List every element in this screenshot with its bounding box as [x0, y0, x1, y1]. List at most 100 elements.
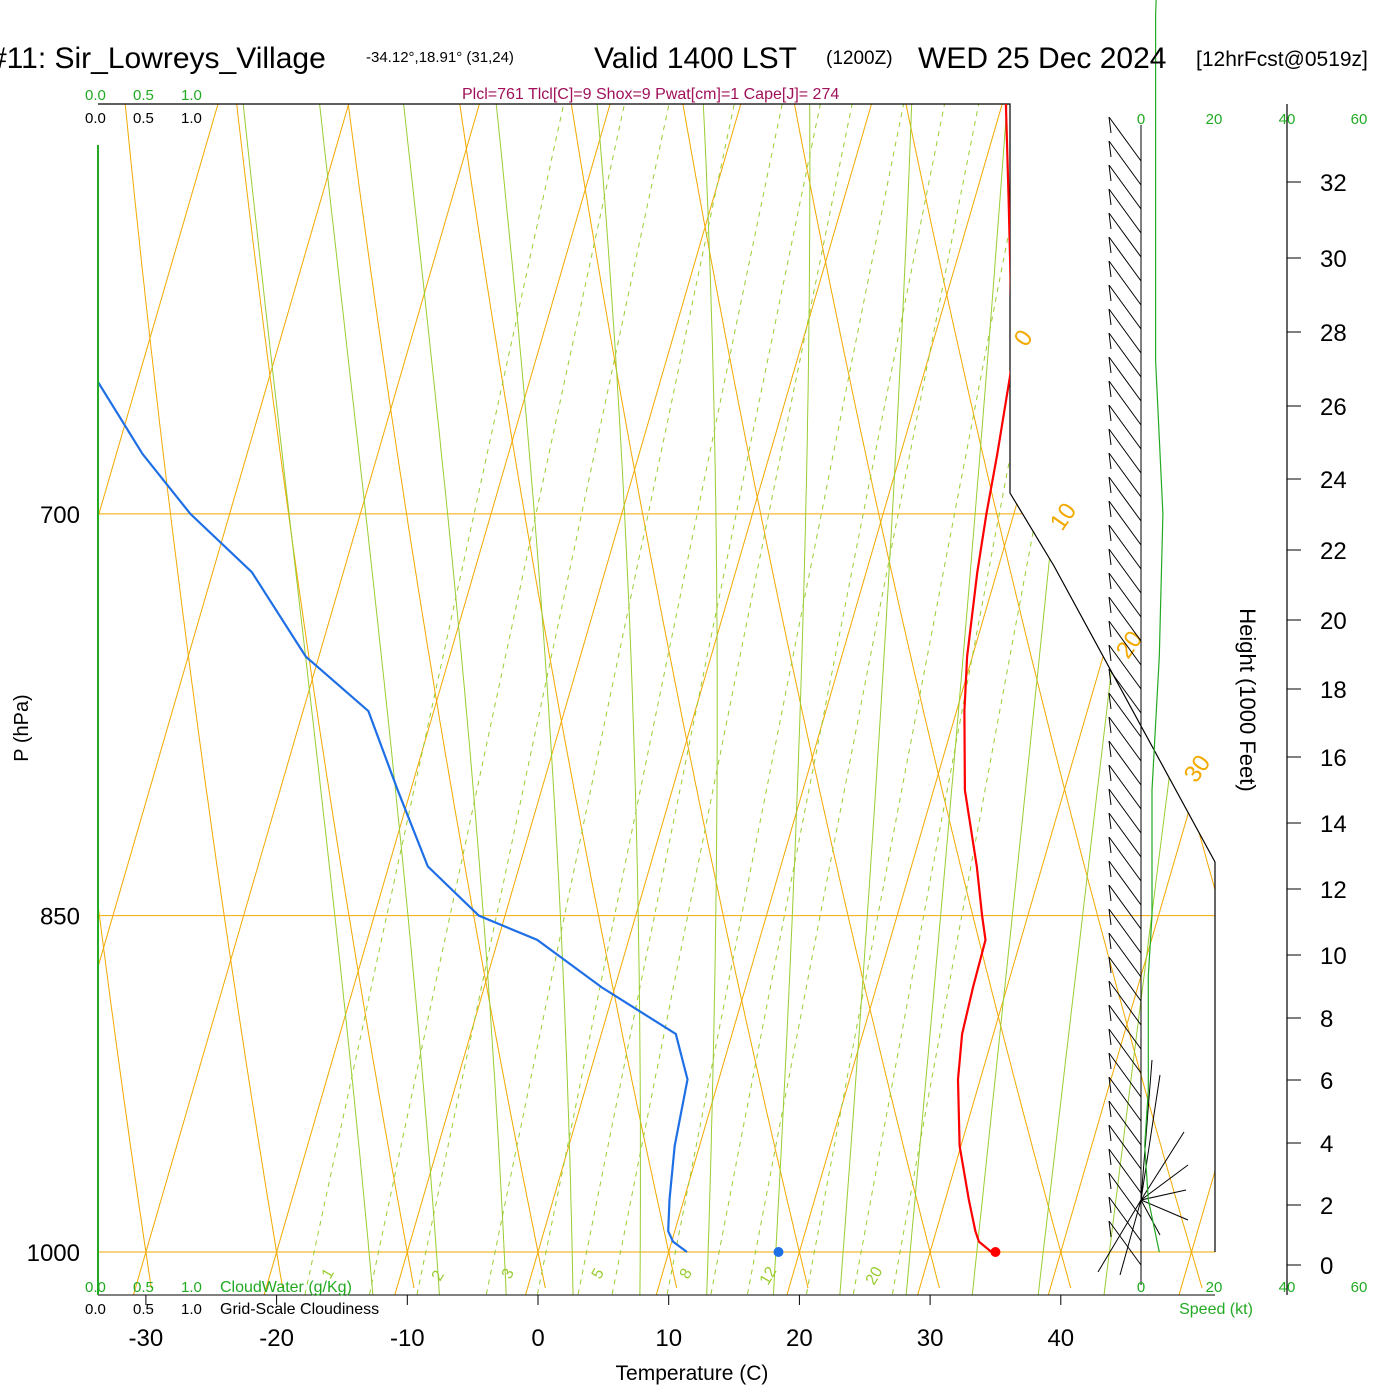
- x-tick-label-30: 30: [917, 1325, 944, 1352]
- speed-top-20: 20: [1206, 111, 1223, 128]
- sounding-params: Plcl=761 Tlcl[C]=9 Shox=9 Pwat[cm]=1 Cap…: [462, 86, 839, 103]
- temperature-line: [812, 104, 1014, 1253]
- wind-barb: [1108, 764, 1142, 810]
- cloudwater-bottom-0: 0.0: [85, 1279, 106, 1296]
- isotherm-10: [655, 104, 1003, 1295]
- height-tick-label-0: 0: [1320, 1253, 1333, 1280]
- mixing-ratio-6: [600, 104, 1007, 1295]
- dry-adiabat-30: [682, 104, 940, 1289]
- mixing-ratio-1.5: [356, 104, 788, 1295]
- wind-barb: [1108, 332, 1142, 378]
- wind-barb-flag: [1108, 932, 1112, 950]
- wind-barb: [1108, 188, 1142, 234]
- wind-barb: [1108, 140, 1142, 186]
- wind-barb-flag: [1108, 668, 1112, 686]
- dry-adiabat-60: [1017, 104, 1215, 1289]
- wind-barb-low: [1140, 1074, 1161, 1201]
- wind-barb: [1108, 668, 1142, 714]
- wind-barb: [1108, 1100, 1142, 1146]
- speed-bottom-60: 60: [1351, 1279, 1368, 1296]
- height-tick-label-26: 26: [1320, 394, 1347, 421]
- moist-adiabat--5: [184, 104, 444, 1295]
- wind-barb: [1108, 644, 1142, 690]
- height-tick-label-2: 2: [1320, 1193, 1333, 1220]
- wind-barb-flag: [1108, 884, 1112, 902]
- wind-barb-flag: [1108, 692, 1112, 710]
- moist-adiabat-35: [965, 104, 1215, 1295]
- dry-adiabat-20: [570, 104, 809, 1289]
- cloudwater-top-1: 0.5: [133, 87, 154, 104]
- x-tick-label-40: 40: [1047, 1325, 1074, 1352]
- wind-barb-flag: [1108, 1100, 1112, 1118]
- wind-barb-flag: [1108, 212, 1112, 230]
- wind-speed-profile: [1144, 0, 1164, 1253]
- cloudiness-title: Grid-Scale Cloudiness: [220, 1301, 379, 1318]
- isotherm--40: [98, 104, 350, 1295]
- wind-barb: [1108, 1196, 1142, 1242]
- wind-barb-flag: [1108, 356, 1112, 374]
- wind-barb: [1108, 212, 1142, 258]
- wind-speed-line: [1144, 0, 1164, 1253]
- isotherm-30: [917, 104, 1215, 1295]
- mixing-ratio-20: [842, 104, 1215, 1295]
- dry-adiabat-50: [905, 104, 1203, 1289]
- wind-barb-flag: [1108, 812, 1112, 830]
- cloudiness-bottom-1: 0.5: [133, 1301, 154, 1318]
- x-tick-label--10: -10: [390, 1325, 425, 1352]
- wind-barb: [1108, 380, 1142, 426]
- wind-barb-flag: [1108, 788, 1112, 806]
- height-tick-label-4: 4: [1320, 1131, 1333, 1158]
- mixing-ratio-12: [735, 104, 1129, 1295]
- height-tick-label-24: 24: [1320, 467, 1347, 494]
- mixing-ratio-4: [525, 104, 940, 1295]
- moist-adiabat-15: [545, 104, 718, 1295]
- wind-barbs: [1097, 116, 1189, 1285]
- height-tick-label-6: 6: [1320, 1068, 1333, 1095]
- wind-barb-flag: [1108, 236, 1112, 254]
- wind-barb: [1108, 692, 1142, 738]
- right-isotherm-label-10: 10: [1045, 498, 1082, 535]
- wind-barb-flag: [1108, 836, 1112, 854]
- cloudwater-top-2: 1.0: [181, 87, 202, 104]
- wind-barb-flag: [1108, 260, 1112, 278]
- speed-top-40: 40: [1279, 111, 1296, 128]
- mixing-ratio-label-5: 5: [589, 1266, 608, 1282]
- height-tick-label-28: 28: [1320, 320, 1347, 347]
- mixing-ratio-label-8: 8: [677, 1266, 696, 1282]
- wind-barb-flag: [1108, 596, 1112, 614]
- wind-barb: [1108, 1076, 1142, 1122]
- height-tick-label-22: 22: [1320, 538, 1347, 565]
- wind-barb-flag: [1108, 716, 1112, 734]
- wind-barb-low: [1119, 1199, 1142, 1276]
- wind-barb: [1108, 1052, 1142, 1098]
- pressure-tick-1000: 1000: [27, 1240, 80, 1267]
- height-tick-label-10: 10: [1320, 943, 1347, 970]
- wind-barb-flag: [1108, 1052, 1112, 1070]
- height-axis-title: Height (1000 Feet): [1235, 608, 1260, 791]
- wind-barb-flag: [1108, 1028, 1112, 1046]
- wind-barb: [1108, 260, 1142, 306]
- wind-barb: [1108, 860, 1142, 906]
- speed-top-0: 0: [1137, 111, 1145, 128]
- mixing-ratio-label-12: 12: [757, 1264, 781, 1288]
- valid-date: WED 25 Dec 2024: [918, 42, 1166, 75]
- wind-barb-flag: [1108, 332, 1112, 350]
- wind-barb-flag: [1108, 116, 1112, 134]
- wind-barb-flag: [1108, 164, 1112, 182]
- cloudwater-bottom-2: 1.0: [181, 1279, 202, 1296]
- wind-barb-flag: [1108, 1124, 1112, 1142]
- isotherm-50: [1178, 104, 1215, 1295]
- x-tick-label-20: 20: [786, 1325, 813, 1352]
- cloudiness-top-2: 1.0: [181, 110, 202, 127]
- surface-temperature-dot: [990, 1247, 1001, 1257]
- wind-barb: [1108, 812, 1142, 858]
- wind-barb-flag: [1108, 380, 1112, 398]
- speed-title: Speed (kt): [1179, 1301, 1253, 1318]
- height-tick-label-32: 32: [1320, 170, 1347, 197]
- mixing-ratio-5: [565, 104, 977, 1295]
- speed-bottom-0: 0: [1137, 1279, 1145, 1296]
- wind-barb: [1108, 284, 1142, 330]
- cloudwater-bottom-1: 0.5: [133, 1279, 154, 1296]
- mixing-ratio-10: [699, 104, 1096, 1295]
- wind-barb-flag: [1108, 956, 1112, 974]
